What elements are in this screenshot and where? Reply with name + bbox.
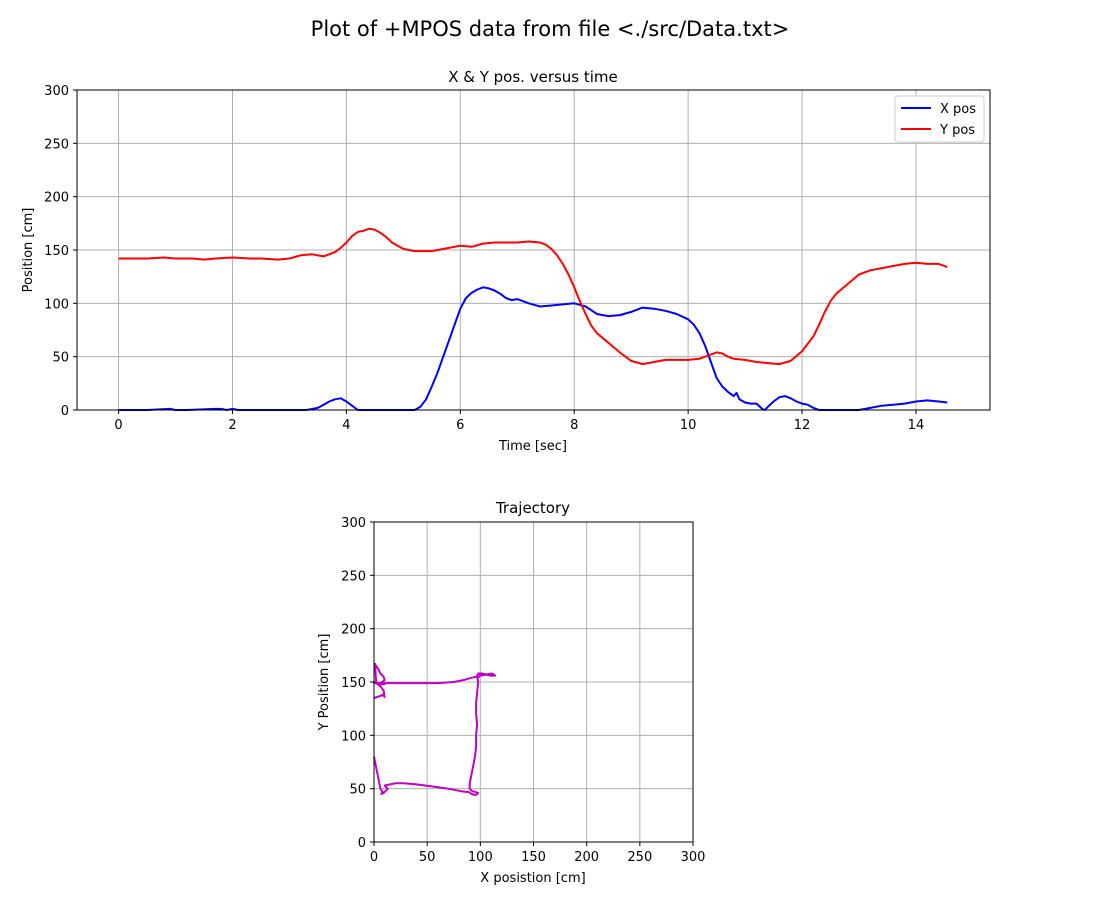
trajectory-ytick-label: 150 xyxy=(341,676,366,691)
trajectory-xlabel: X posistion [cm] xyxy=(480,871,585,886)
time-series-xtick-label: 10 xyxy=(680,418,697,433)
time-series-grid xyxy=(77,89,990,411)
time-series-title: X & Y pos. versus time xyxy=(448,68,618,86)
time-series-ytick-label: 100 xyxy=(44,297,69,312)
trajectory-xtick-label: 300 xyxy=(681,850,706,865)
time-series-ylabel: Position [cm] xyxy=(21,208,36,293)
trajectory-xtick-label: 200 xyxy=(574,850,599,865)
trajectory-ytick-label: 300 xyxy=(341,516,366,531)
time-series-xtick-label: 0 xyxy=(114,418,122,433)
time-series-ytick-label: 250 xyxy=(44,137,69,152)
time-series-xlabel: Time [sec] xyxy=(498,439,567,454)
trajectory-chart: Trajectory 0 50 100 150 200 250 300 0 50 100 150 20… xyxy=(317,499,705,886)
trajectory-xtick-label: 150 xyxy=(521,850,546,865)
trajectory-xtick-label: 250 xyxy=(627,850,652,865)
trajectory-xtick-label: 50 xyxy=(419,850,436,865)
time-series-xtick-label: 14 xyxy=(908,418,925,433)
trajectory-series-path xyxy=(373,662,497,797)
time-series-xtick-label: 8 xyxy=(570,418,578,433)
time-series-ytick-label: 200 xyxy=(44,191,69,206)
time-series-ytick-label: 50 xyxy=(52,351,69,366)
time-series-ytick-label: 150 xyxy=(44,244,69,259)
legend-x-pos-label: X pos xyxy=(940,102,976,117)
time-series-xtick-label: 4 xyxy=(342,418,350,433)
time-series-series-x-pos xyxy=(118,286,948,411)
time-series-series-y-pos xyxy=(118,227,948,366)
trajectory-xtick-label: 100 xyxy=(468,850,493,865)
time-series-ytick-label: 0 xyxy=(61,404,69,419)
time-series-xtick-label: 6 xyxy=(456,418,464,433)
trajectory-ytick-label: 200 xyxy=(341,623,366,638)
trajectory-lines xyxy=(373,662,497,797)
legend: X pos Y pos xyxy=(894,95,985,143)
trajectory-ytick-label: 0 xyxy=(358,836,366,851)
trajectory-ytick-label: 100 xyxy=(341,729,366,744)
time-series-lines xyxy=(118,227,948,411)
time-series-ytick-label: 300 xyxy=(44,84,69,99)
trajectory-ylabel: Y Position [cm] xyxy=(317,634,332,732)
trajectory-ytick-label: 50 xyxy=(349,783,366,798)
trajectory-title: Trajectory xyxy=(495,499,570,517)
time-series-ticks: 0 2 4 6 8 10 12 14 0 50 100 150 200 250 300 xyxy=(44,84,924,433)
time-series-xtick-label: 2 xyxy=(228,418,236,433)
figure-title: Plot of +MPOS data from file <./src/Data… xyxy=(311,17,790,41)
time-series-xtick-label: 12 xyxy=(794,418,811,433)
trajectory-ytick-label: 250 xyxy=(341,569,366,584)
trajectory-ticks: 0 50 100 150 200 250 300 0 50 100 150 200 250 300 xyxy=(341,516,705,865)
time-series-chart: X & Y pos. versus time 0 2 4 6 8 10 12 14 0 50 100… xyxy=(21,68,991,454)
trajectory-grid xyxy=(373,521,694,843)
legend-y-pos-label: Y pos xyxy=(939,123,975,138)
trajectory-xtick-label: 0 xyxy=(370,850,378,865)
